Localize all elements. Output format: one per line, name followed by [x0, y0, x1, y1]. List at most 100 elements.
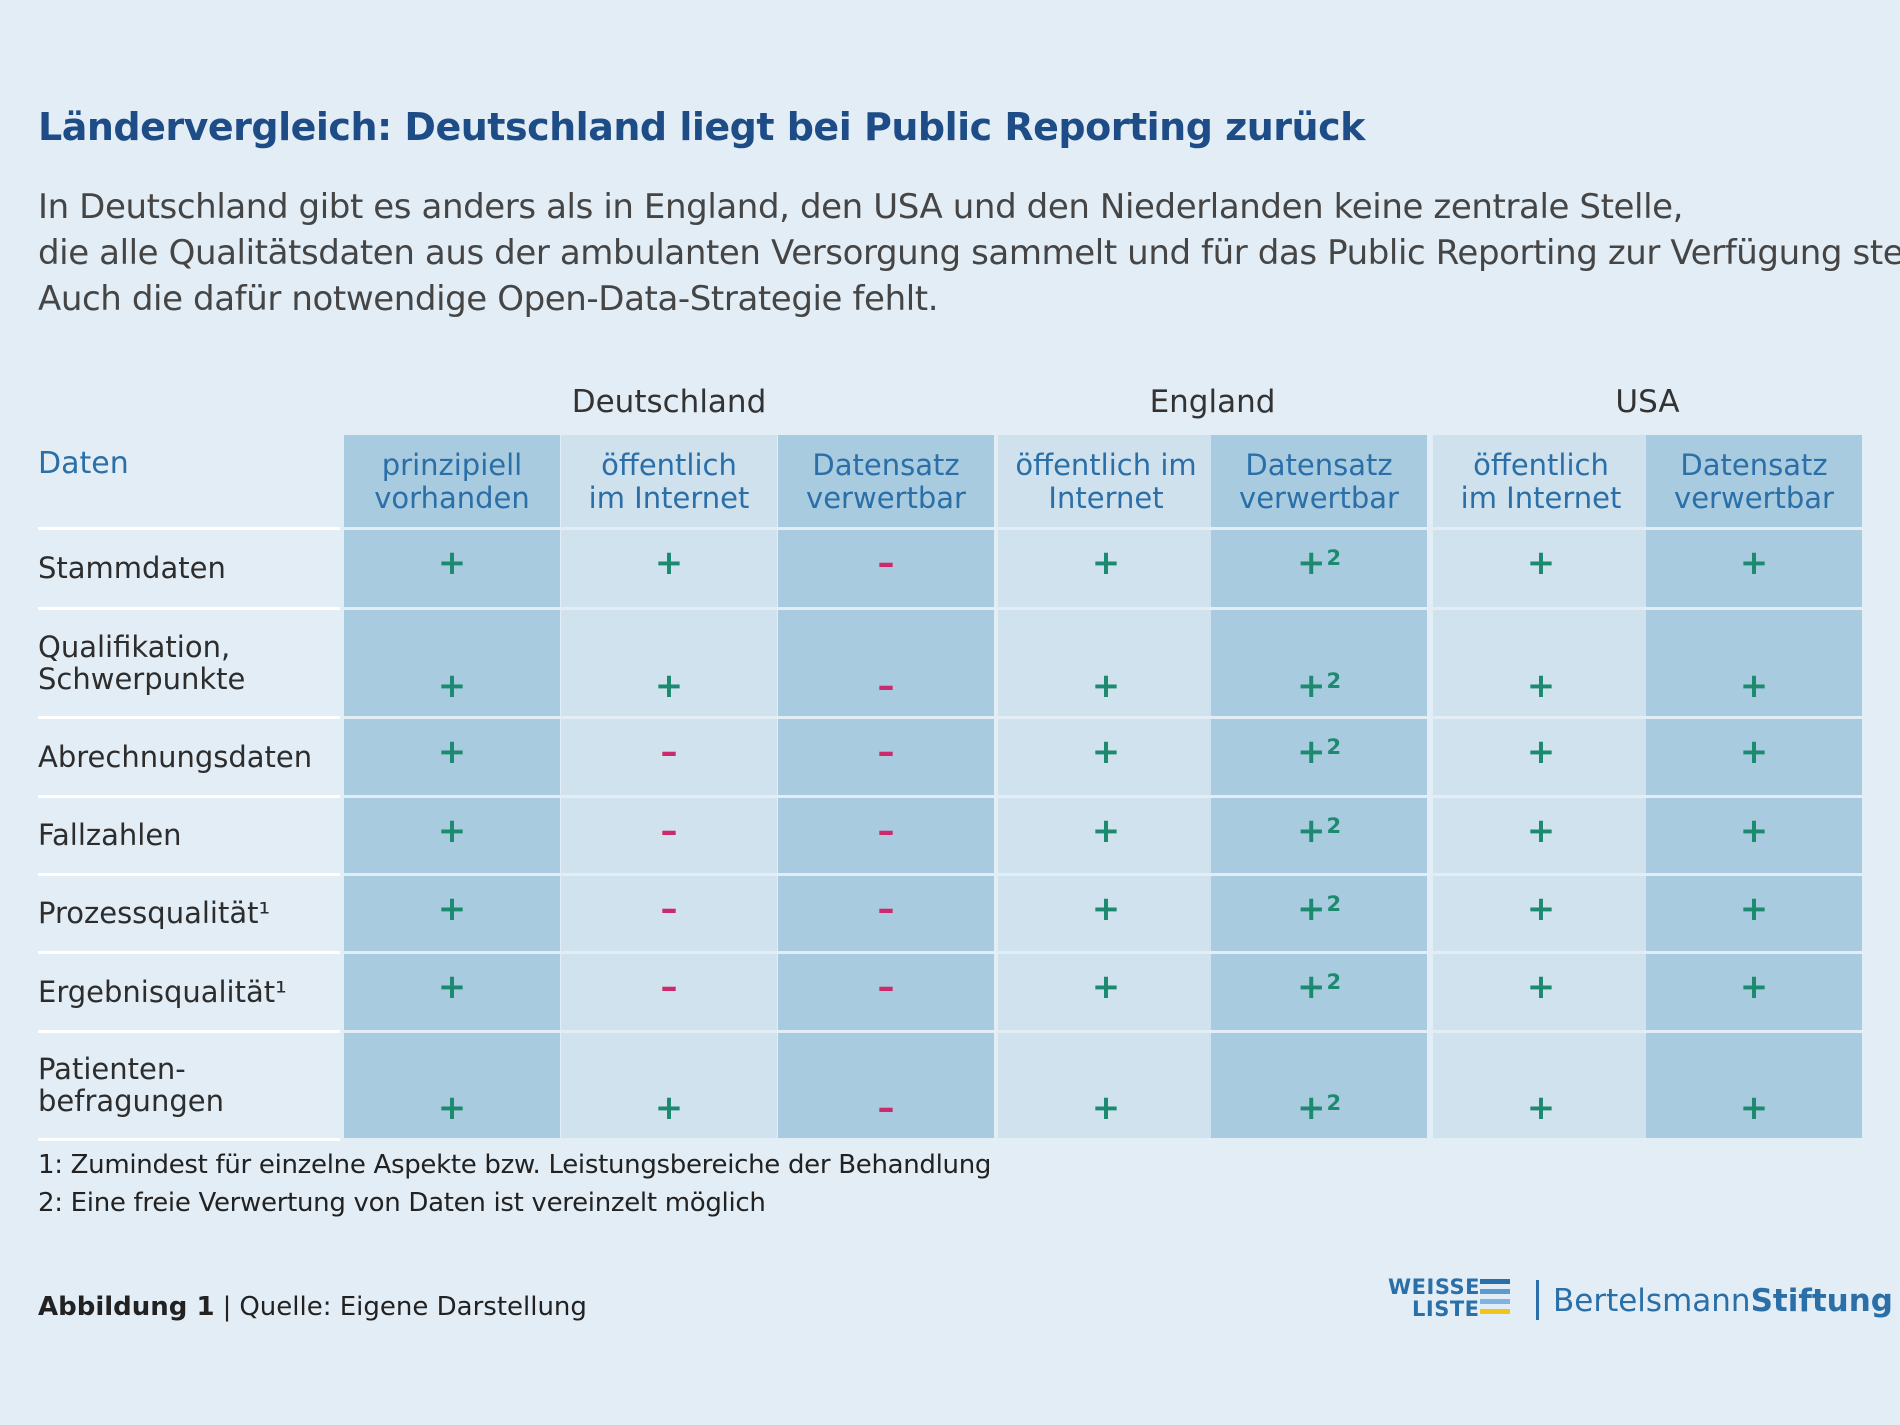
mark-symbol: – — [660, 967, 678, 1007]
table-cell: + — [1433, 718, 1649, 795]
row-label: Qualifikation, Schwerpunkte — [38, 609, 338, 716]
table-cell: – — [778, 529, 994, 607]
mark-symbol: + — [1739, 889, 1769, 929]
mark-symbol: + — [437, 811, 467, 851]
minus-mark: – — [561, 811, 777, 851]
column-header-line: prinzipiell — [381, 448, 523, 482]
figure-caption: Abbildung 1 | Quelle: Eigene Darstellung — [38, 1292, 587, 1322]
plus-mark: + — [1646, 1088, 1862, 1128]
logo-stripe-paleblue — [1480, 1299, 1510, 1304]
column-header-line: Datensatz — [1245, 448, 1393, 482]
plus-mark: + — [1646, 732, 1862, 772]
plus-mark: + — [1433, 889, 1649, 929]
plus-mark: + — [561, 543, 777, 583]
table-cell: + — [998, 953, 1214, 1030]
plus-mark: + — [1433, 666, 1649, 706]
table-cell: + — [1646, 718, 1862, 795]
row-label-line: Abrechnungsdaten — [38, 739, 313, 774]
table-cell: – — [778, 797, 994, 873]
row-label: Ergebnisqualität¹ — [38, 953, 338, 1030]
table-cell: – — [561, 718, 777, 795]
row-label: Fallzahlen — [38, 797, 338, 873]
row-label: Prozessqualität¹ — [38, 875, 338, 951]
mark-symbol: + — [1296, 889, 1326, 929]
column-header-line: im Internet — [1460, 481, 1622, 515]
cell-row-divider — [344, 527, 1862, 530]
minus-mark: – — [778, 732, 994, 772]
minus-mark: – — [778, 811, 994, 851]
caption-separator: | — [222, 1292, 232, 1322]
minus-mark: – — [561, 732, 777, 772]
mark-symbol: + — [1296, 666, 1326, 706]
row-label: Stammdaten — [38, 529, 338, 607]
row-divider — [38, 1030, 340, 1033]
logo-text-weisse: WEISSE — [1388, 1275, 1480, 1299]
weisse-liste-logo: WEISSE LISTE — [1388, 1275, 1510, 1321]
footnote-ref: 2 — [1326, 969, 1342, 994]
column-header-line: öffentlich im — [1015, 448, 1197, 482]
plus-mark: + — [998, 811, 1214, 851]
mark-symbol: – — [877, 967, 895, 1007]
table-cell: – — [778, 875, 994, 951]
row-label-line: Qualifikation, — [38, 629, 231, 664]
table-cell: + — [998, 609, 1214, 716]
plus-mark: + — [998, 666, 1214, 706]
column-header-line: verwertbar — [806, 481, 966, 515]
table-cell: + — [344, 609, 560, 716]
mark-symbol: – — [877, 1088, 895, 1128]
plus-mark: +2 — [1211, 811, 1427, 851]
table-cell: + — [998, 797, 1214, 873]
logo-stripe-blue — [1480, 1279, 1510, 1284]
mark-symbol: – — [877, 543, 895, 583]
column-header-line: Datensatz — [1680, 448, 1828, 482]
mark-symbol: + — [1739, 1088, 1769, 1128]
table-cell: + — [344, 797, 560, 873]
mark-symbol: + — [1091, 889, 1121, 929]
plus-mark: + — [998, 967, 1214, 1007]
table-cell: + — [998, 718, 1214, 795]
plus-mark: + — [1433, 543, 1649, 583]
footnote-ref: 2 — [1326, 734, 1342, 759]
table-cell: + — [1646, 797, 1862, 873]
mark-symbol: + — [1296, 967, 1326, 1007]
table-cell: +2 — [1211, 609, 1427, 716]
group-header: Deutschland — [571, 384, 767, 420]
mark-symbol: + — [1526, 732, 1556, 772]
mark-symbol: + — [1296, 1088, 1326, 1128]
table-cell: – — [561, 797, 777, 873]
group-gap — [1429, 435, 1433, 1138]
mark-symbol: + — [1526, 889, 1556, 929]
mark-symbol: + — [1091, 543, 1121, 583]
plus-mark: +2 — [1211, 543, 1427, 583]
column-header-line: öffentlich — [601, 448, 737, 482]
plus-mark: + — [344, 811, 560, 851]
mark-symbol: + — [1526, 967, 1556, 1007]
plus-mark: +2 — [1211, 1088, 1427, 1128]
logo-divider — [1536, 1280, 1539, 1320]
table-cell: + — [998, 529, 1214, 607]
bertelsmann-stiftung-logo: BertelsmannStiftung — [1553, 1283, 1893, 1319]
table-cell: + — [561, 1032, 777, 1138]
row-divider — [38, 607, 340, 610]
mark-symbol: + — [437, 543, 467, 583]
row-label-line: Schwerpunkte — [38, 661, 246, 696]
cell-row-divider — [344, 716, 1862, 719]
row-label-line: Stammdaten — [38, 551, 226, 585]
table-cell: – — [561, 875, 777, 951]
cell-row-divider — [344, 951, 1862, 954]
table-cell: + — [344, 718, 560, 795]
mark-symbol: + — [437, 732, 467, 772]
plus-mark: + — [1646, 967, 1862, 1007]
mark-symbol: + — [1091, 666, 1121, 706]
mark-symbol: + — [437, 889, 467, 929]
table-cell: + — [344, 529, 560, 607]
mark-symbol: + — [437, 666, 467, 706]
mark-symbol: + — [1739, 666, 1769, 706]
plus-mark: + — [344, 1088, 560, 1128]
plus-mark: + — [998, 1088, 1214, 1128]
minus-mark: – — [778, 1088, 994, 1128]
cell-row-divider — [344, 1030, 1862, 1033]
row-label: Abrechnungsdaten — [38, 718, 338, 795]
plus-mark: +2 — [1211, 666, 1427, 706]
mark-symbol: – — [660, 811, 678, 851]
